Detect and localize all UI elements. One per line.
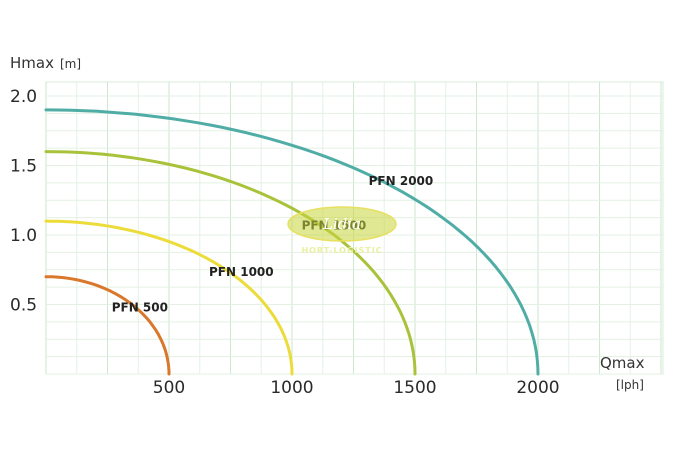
y-tick-labels: 0.5 1.0 1.5 2.0 xyxy=(10,87,37,316)
watermark-logo-text: Lidia xyxy=(322,215,361,233)
grid-lines xyxy=(45,81,664,375)
x-tick-label: 1000 xyxy=(270,378,313,398)
watermark-logo: Lidia HORT-LOGISTIC xyxy=(287,206,397,255)
y-axis-unit: [m] xyxy=(60,57,81,71)
x-tick-label: 500 xyxy=(153,378,185,398)
series-label: PFN 2000 xyxy=(369,174,434,188)
series-curve-pfn-1000 xyxy=(44,219,294,376)
x-tick-label: 2000 xyxy=(516,378,559,398)
series-label: PFN 500 xyxy=(112,300,168,314)
watermark-ellipse xyxy=(287,206,397,242)
x-axis-unit: [lph] xyxy=(616,378,644,392)
y-tick-label: 0.5 xyxy=(10,296,37,316)
y-axis-label: Hmax xyxy=(10,54,54,72)
y-axis-title: Hmax [m] xyxy=(10,54,81,72)
watermark-sub-text: HORT-LOGISTIC xyxy=(301,246,382,255)
x-axis-label: Qmax xyxy=(600,354,645,372)
y-tick-label: 1.5 xyxy=(10,157,37,177)
x-tick-label: 1500 xyxy=(393,378,436,398)
y-tick-label: 1.0 xyxy=(10,226,37,246)
series-label: PFN 1000 xyxy=(209,265,274,279)
series-curve-pfn-500 xyxy=(44,275,171,376)
x-tick-labels: 500 1000 1500 2000 xyxy=(153,378,560,398)
series-curve-pfn-2000 xyxy=(44,108,540,376)
y-tick-label: 2.0 xyxy=(10,87,37,107)
